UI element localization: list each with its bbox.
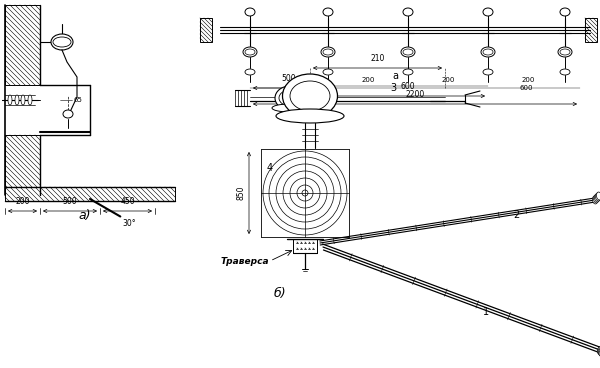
Text: 210: 210 <box>370 54 385 63</box>
Ellipse shape <box>243 47 257 57</box>
Text: 200: 200 <box>361 77 374 83</box>
Ellipse shape <box>323 8 333 16</box>
Ellipse shape <box>8 95 12 105</box>
Ellipse shape <box>595 194 599 202</box>
Ellipse shape <box>276 109 344 123</box>
Ellipse shape <box>598 348 600 355</box>
Ellipse shape <box>481 47 495 57</box>
Text: 500: 500 <box>281 74 296 83</box>
Text: а: а <box>392 71 398 81</box>
Ellipse shape <box>275 86 305 110</box>
Text: а): а) <box>79 209 91 222</box>
Text: Траверса: Траверса <box>221 256 269 265</box>
Ellipse shape <box>21 95 25 105</box>
Polygon shape <box>5 5 40 85</box>
Text: 2200: 2200 <box>406 90 425 99</box>
Ellipse shape <box>403 8 413 16</box>
Text: 200: 200 <box>15 197 30 206</box>
Ellipse shape <box>28 95 32 105</box>
Text: 200: 200 <box>521 77 535 83</box>
Ellipse shape <box>51 34 73 50</box>
Polygon shape <box>5 135 40 195</box>
Ellipse shape <box>596 192 600 200</box>
Text: 600: 600 <box>401 82 415 91</box>
Ellipse shape <box>283 74 337 118</box>
Ellipse shape <box>593 195 599 203</box>
Ellipse shape <box>597 346 600 354</box>
Ellipse shape <box>245 69 255 75</box>
Ellipse shape <box>599 348 600 356</box>
Text: 450: 450 <box>120 197 135 206</box>
Text: 500: 500 <box>62 197 77 206</box>
Text: 3: 3 <box>390 83 396 93</box>
Ellipse shape <box>15 95 19 105</box>
Text: 30°: 30° <box>122 219 136 227</box>
Polygon shape <box>200 18 212 42</box>
Ellipse shape <box>321 47 335 57</box>
Text: 600: 600 <box>519 85 533 91</box>
Text: 2: 2 <box>514 210 520 220</box>
Ellipse shape <box>272 104 308 112</box>
Text: 200: 200 <box>442 77 455 83</box>
Ellipse shape <box>483 8 493 16</box>
Ellipse shape <box>592 196 598 204</box>
Polygon shape <box>5 187 175 201</box>
Polygon shape <box>585 18 597 42</box>
Ellipse shape <box>323 69 333 75</box>
Text: 1: 1 <box>484 307 490 316</box>
Ellipse shape <box>63 110 73 118</box>
Ellipse shape <box>245 8 255 16</box>
Ellipse shape <box>598 347 600 355</box>
Ellipse shape <box>560 69 570 75</box>
Text: 850: 850 <box>237 186 246 200</box>
Ellipse shape <box>403 69 413 75</box>
Ellipse shape <box>560 8 570 16</box>
Text: 4: 4 <box>267 163 273 173</box>
Ellipse shape <box>558 47 572 57</box>
Ellipse shape <box>595 193 600 201</box>
Text: б): б) <box>274 287 286 301</box>
Ellipse shape <box>401 47 415 57</box>
Ellipse shape <box>483 69 493 75</box>
Text: 65: 65 <box>73 97 82 103</box>
